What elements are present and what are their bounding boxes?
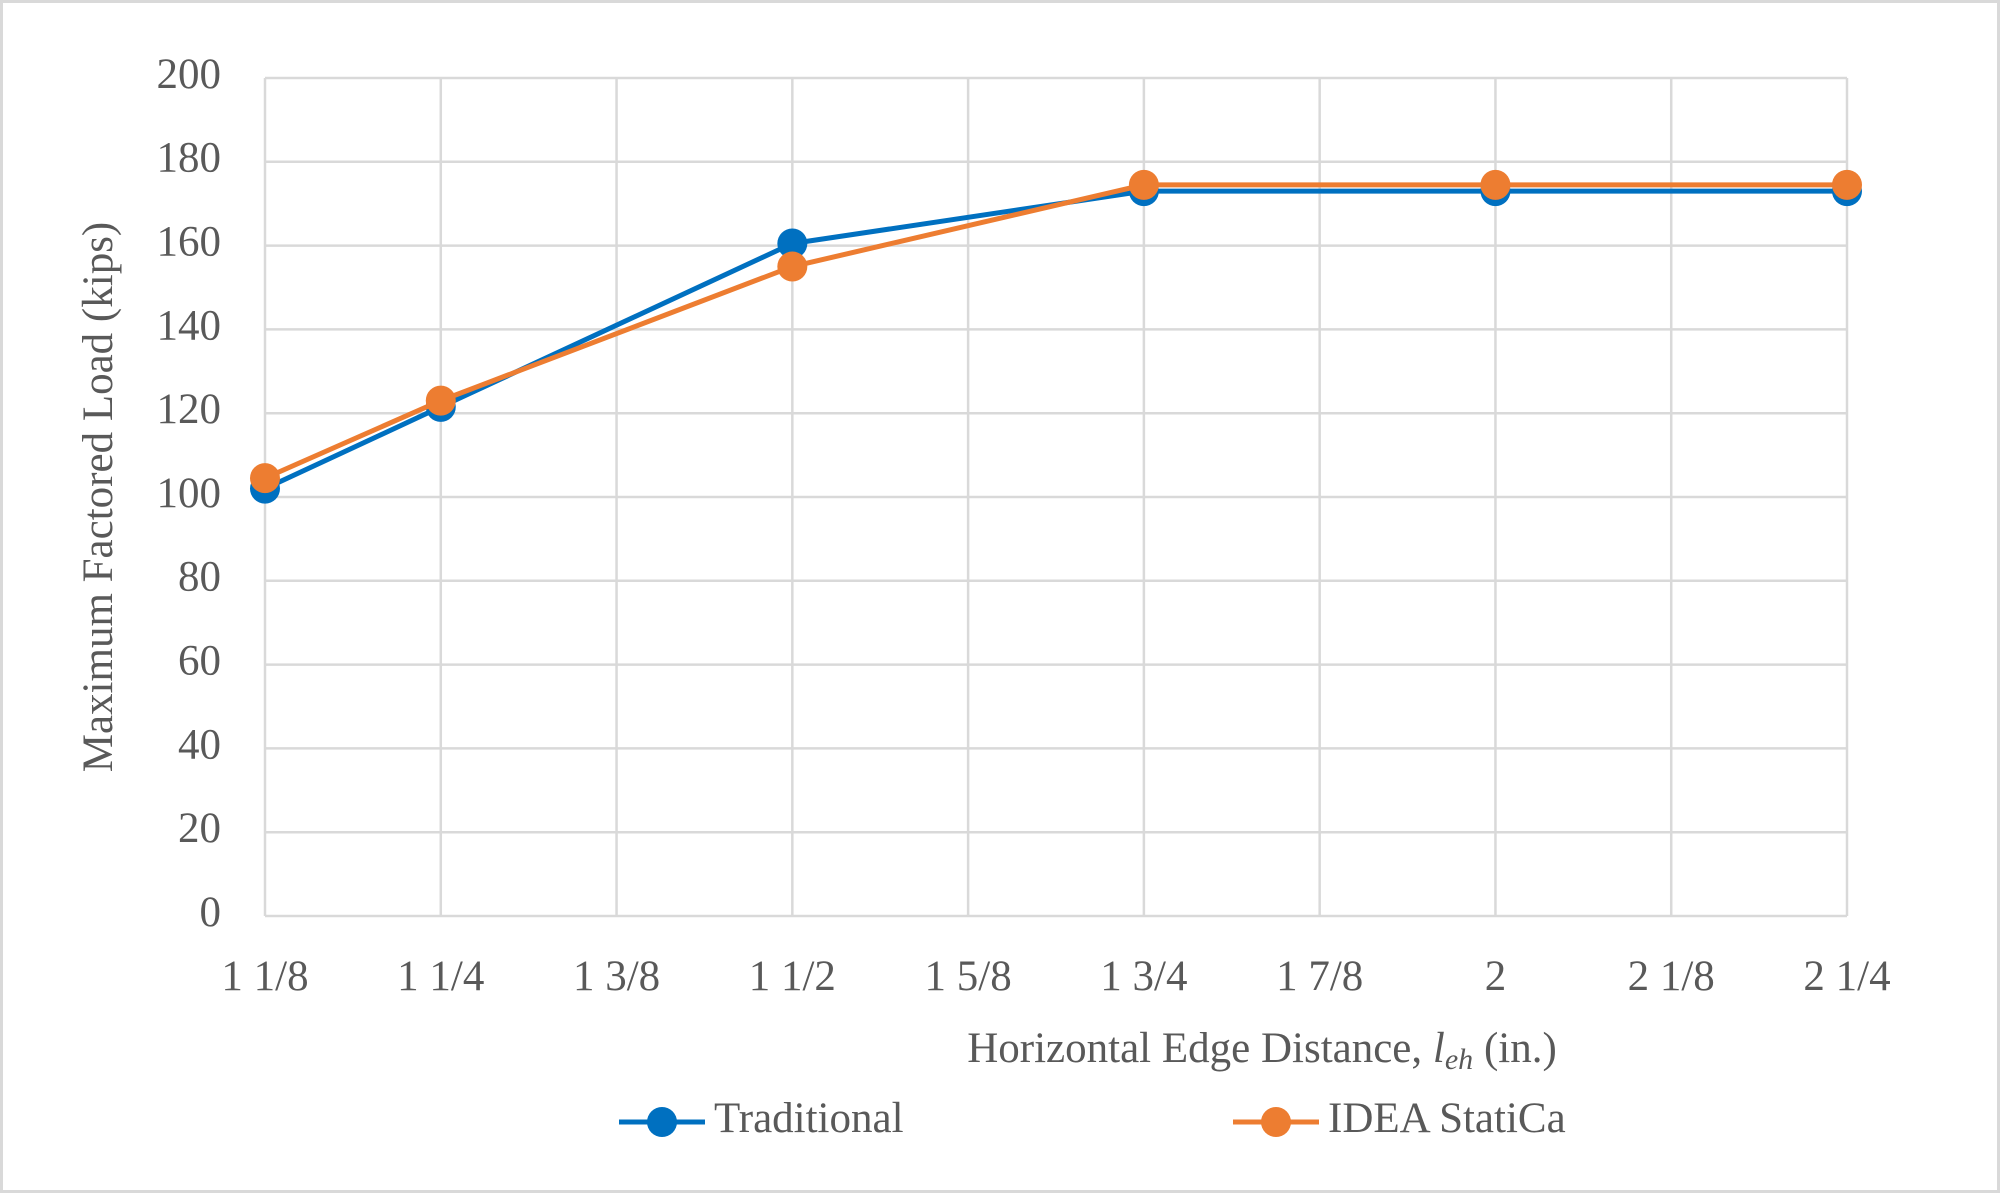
y-tick-label: 160 — [157, 218, 222, 265]
data-point — [1832, 169, 1862, 200]
x-axis-label: Horizontal Edge Distance, leh (in.) — [967, 1025, 1557, 1076]
legend: Traditional IDEA StatiCa — [619, 1095, 1566, 1142]
y-tick-label: 180 — [157, 135, 222, 182]
data-point — [777, 228, 808, 259]
x-tick-label: 1 3/8 — [573, 953, 660, 1000]
x-tick-label: 2 1/4 — [1803, 953, 1890, 1000]
x-tick-label: 2 1/8 — [1628, 953, 1715, 1000]
y-tick-label: 100 — [157, 470, 222, 517]
data-point — [250, 463, 280, 494]
series-line — [263, 188, 1847, 491]
grid — [263, 76, 1849, 918]
x-axis-label-subscript: eh — [1445, 1043, 1473, 1076]
legend-marker — [647, 1107, 677, 1137]
series-line — [263, 182, 1847, 481]
y-tick-label: 140 — [157, 302, 222, 349]
data-point — [1128, 169, 1159, 200]
x-axis-label-symbol: l — [1433, 1025, 1445, 1072]
x-tick-label: 1 1/8 — [221, 953, 308, 1000]
plot-area — [250, 169, 1862, 504]
x-tick-label: 1 7/8 — [1276, 953, 1363, 1000]
y-tick-label: 80 — [178, 554, 221, 601]
y-tick-label: 40 — [178, 721, 221, 768]
y-tick-label: 120 — [157, 386, 222, 433]
x-tick-label: 1 1/4 — [397, 953, 484, 1000]
x-axis-label-text: Horizontal Edge Distance, — [967, 1025, 1433, 1072]
x-tick-label: 1 1/2 — [749, 953, 836, 1000]
x-tick-label: 2 — [1485, 953, 1507, 1000]
y-tick-label: 0 — [200, 889, 222, 936]
legend-label: IDEA StatiCa — [1328, 1095, 1566, 1142]
legend-marker — [1261, 1107, 1291, 1137]
legend-label: Traditional — [714, 1095, 904, 1142]
x-axis-label-unit: (in.) — [1473, 1025, 1557, 1072]
y-tick-label: 200 — [157, 51, 222, 98]
y-axis-label: Maximum Factored Load (kips) — [75, 222, 122, 773]
data-point — [425, 385, 456, 416]
data-point — [777, 251, 808, 282]
y-tick-label: 60 — [178, 637, 221, 684]
y-tick-label: 20 — [178, 805, 221, 852]
x-tick-label: 1 5/8 — [925, 953, 1012, 1000]
data-point — [1480, 169, 1511, 200]
x-tick-label: 1 3/4 — [1100, 953, 1187, 1000]
